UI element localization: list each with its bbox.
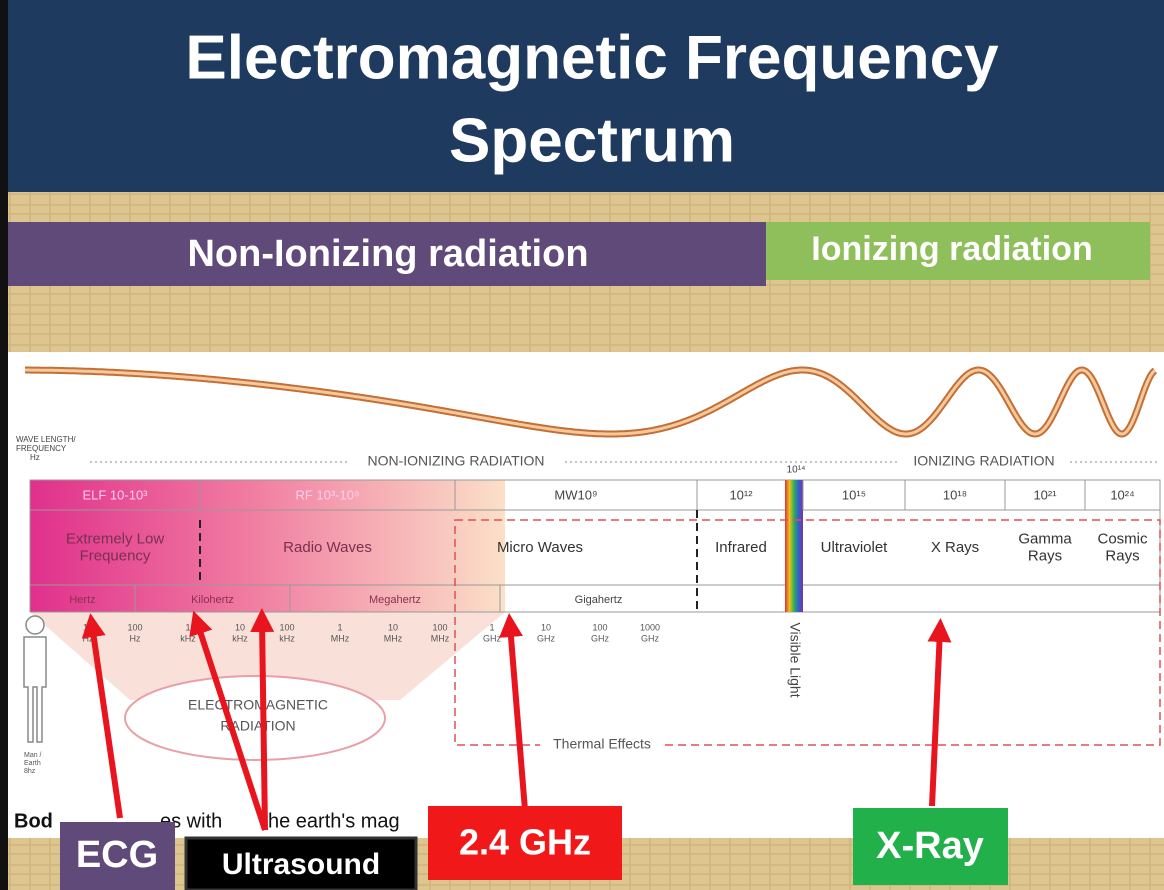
em-label: ELECTROMAGNETIC: [188, 697, 328, 713]
arrow: [189, 610, 268, 831]
man-label: 8hz: [24, 768, 36, 775]
caption: he earth's mag: [268, 810, 400, 832]
tick-number: 1: [185, 622, 190, 632]
visible-label: Visible Light: [787, 622, 803, 697]
callout: X-Ray: [876, 825, 984, 867]
tick-unit: GHz: [641, 633, 660, 643]
tick-unit: kHz: [232, 633, 248, 643]
unit: Kilohertz: [191, 594, 234, 606]
person-head: [25, 615, 45, 635]
title-bar: [8, 0, 1164, 192]
callout: 2.4 GHz: [459, 822, 591, 863]
visible-top: 10¹⁴: [787, 465, 806, 476]
tick-number: 10: [388, 622, 398, 632]
tick-number: 1: [489, 622, 494, 632]
title: Spectrum: [449, 106, 735, 175]
header: ELF 10-10³: [82, 487, 148, 502]
caption: Bod: [14, 810, 53, 832]
tick-number: 100: [592, 622, 607, 632]
tick-unit: kHz: [279, 633, 295, 643]
region-name: Radio Waves: [283, 539, 372, 556]
callout-box: [428, 806, 622, 880]
arrows: [81, 608, 952, 831]
callout-box: [184, 836, 418, 890]
unit: Hertz: [69, 594, 95, 606]
band-label: Non-Ionizing radiation: [187, 233, 588, 275]
tick-number: 100: [127, 622, 142, 632]
header: 10²¹: [1033, 487, 1057, 502]
tick-unit: GHz: [537, 633, 556, 643]
region-name: X Rays: [931, 539, 979, 556]
wave-inner: [25, 368, 1156, 436]
region-name: Rays: [1105, 547, 1139, 564]
person-body: [23, 636, 47, 743]
man-label: Man /: [24, 752, 42, 759]
tick-unit: GHz: [591, 633, 610, 643]
region-title: IONIZING RADIATION: [913, 453, 1054, 469]
caption: es with: [160, 810, 222, 832]
label-bg: [898, 453, 1070, 471]
callout-box: [853, 808, 1008, 885]
callout: ECG: [76, 834, 158, 876]
tick-unit: kHz: [180, 633, 196, 643]
thermal-label: Thermal Effects: [553, 736, 651, 752]
region-title: NON-IONIZING RADIATION: [367, 453, 544, 469]
arrow: [81, 613, 123, 819]
tick-number: 1: [337, 622, 342, 632]
arrow: [927, 618, 952, 807]
visible-band: [785, 480, 803, 612]
header: 10¹⁵: [842, 487, 866, 502]
gradient: [30, 480, 505, 612]
axis-label: FREQUENCY: [16, 444, 67, 453]
man-label: Earth: [24, 760, 41, 767]
region-name: Infrared: [715, 539, 767, 556]
title: Electromagnetic Frequency: [185, 23, 999, 92]
tick-unit: GHz: [483, 633, 502, 643]
arrow: [499, 613, 528, 811]
tick-number: 10: [235, 622, 245, 632]
tick-number: 100: [432, 622, 447, 632]
region-name: Frequency: [80, 547, 151, 564]
region-name: Cosmic: [1097, 530, 1148, 547]
callout: Ultrasound: [222, 848, 380, 881]
label-bg: [540, 735, 664, 753]
header: MW10⁹: [554, 487, 597, 502]
tick-number: 10: [541, 622, 551, 632]
header: 10²⁴: [1110, 487, 1134, 502]
region-name: Micro Waves: [497, 539, 583, 556]
header: 10¹⁸: [943, 487, 967, 502]
region-name: Rays: [1028, 547, 1062, 564]
ionizing-band: [766, 222, 1150, 280]
label-bg: [350, 453, 562, 471]
tick-unit: MHz: [384, 633, 403, 643]
non-ionizing-band: [8, 222, 766, 286]
tick-number: 100: [279, 622, 294, 632]
band-label: Ionizing radiation: [811, 230, 1092, 268]
region-name: Extremely Low: [66, 530, 165, 547]
ellipse: [124, 675, 386, 761]
axis-label: WAVE LENGTH/ FREQUENCY Hz: [16, 435, 76, 462]
region-name: Ultraviolet: [821, 539, 889, 556]
person: [23, 615, 47, 743]
tick-unit: Hz: [130, 633, 141, 643]
axis-label: WAVE LENGTH/: [16, 435, 76, 444]
tick-unit: MHz: [431, 633, 450, 643]
callout-box: [60, 822, 175, 890]
header: RF 10³-10⁹: [295, 487, 359, 502]
thermal-box: [454, 519, 1161, 746]
em-label: RADIATION: [220, 718, 295, 734]
header: 10¹²: [729, 487, 753, 502]
unit: Gigahertz: [575, 594, 623, 606]
arrow: [250, 608, 275, 831]
tick-number: 1000: [640, 622, 660, 632]
axis-label: Hz: [30, 453, 40, 462]
tick-unit: MHz: [331, 633, 350, 643]
unit: Megahertz: [369, 594, 421, 606]
wave: [25, 366, 1158, 438]
funnel: [30, 612, 505, 700]
region-name: Gamma: [1018, 530, 1072, 547]
